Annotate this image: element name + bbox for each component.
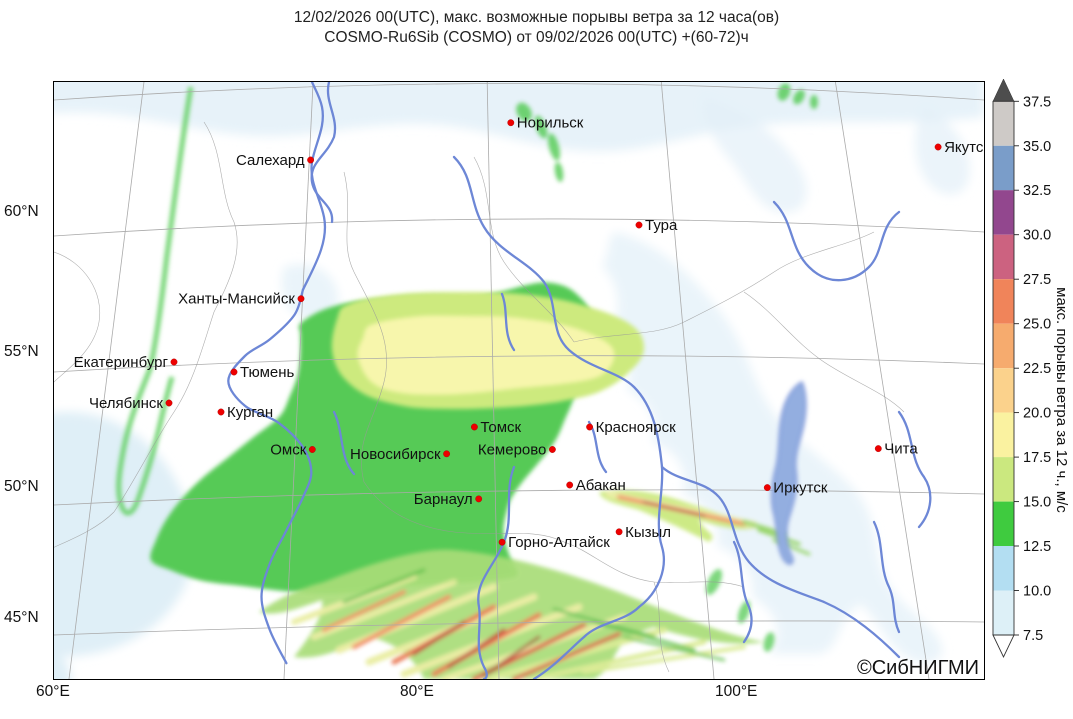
- svg-text:Новосибирск: Новосибирск: [350, 446, 441, 463]
- svg-text:Горно-Алтайск: Горно-Алтайск: [508, 534, 610, 551]
- svg-text:Ханты-Мансийск: Ханты-Мансийск: [178, 291, 295, 308]
- svg-text:Кемерово: Кемерово: [478, 442, 547, 459]
- svg-text:10.0: 10.0: [1023, 584, 1051, 600]
- svg-text:20.0: 20.0: [1023, 406, 1051, 422]
- svg-text:Томск: Томск: [480, 419, 521, 436]
- svg-text:Салехард: Салехард: [236, 152, 305, 169]
- svg-text:17.5: 17.5: [1023, 450, 1051, 466]
- svg-text:22.5: 22.5: [1023, 361, 1051, 377]
- svg-text:27.5: 27.5: [1023, 272, 1051, 288]
- svg-text:Кызыл: Кызыл: [625, 524, 671, 541]
- svg-text:Якутск: Якутск: [944, 139, 984, 156]
- svg-text:35.0: 35.0: [1023, 139, 1051, 155]
- svg-text:Омск: Омск: [270, 442, 306, 459]
- svg-text:макс. порывы ветра за 12 ч., м: макс. порывы ветра за 12 ч., м/с: [1053, 287, 1070, 513]
- svg-text:Норильск: Норильск: [517, 115, 584, 132]
- svg-text:15.0: 15.0: [1023, 495, 1051, 511]
- svg-text:Курган: Курган: [227, 404, 273, 421]
- svg-text:25.0: 25.0: [1023, 317, 1051, 333]
- svg-text:Тура: Тура: [645, 217, 678, 234]
- svg-text:©СибНИГМИ: ©СибНИГМИ: [857, 657, 979, 679]
- svg-text:Барнаул: Барнаул: [414, 491, 473, 508]
- svg-text:30.0: 30.0: [1023, 228, 1051, 244]
- svg-text:Красноярск: Красноярск: [596, 419, 677, 436]
- svg-text:32.5: 32.5: [1023, 183, 1051, 199]
- svg-text:Челябинск: Челябинск: [89, 395, 163, 412]
- svg-text:Абакан: Абакан: [576, 477, 626, 494]
- svg-text:Тюмень: Тюмень: [240, 364, 295, 381]
- svg-text:Чита: Чита: [884, 441, 918, 458]
- svg-text:37.5: 37.5: [1023, 94, 1051, 110]
- svg-text:Екатеринбург: Екатеринбург: [74, 354, 169, 371]
- svg-text:7.5: 7.5: [1023, 628, 1043, 644]
- svg-text:12.5: 12.5: [1023, 539, 1051, 555]
- svg-text:Иркутск: Иркутск: [773, 480, 828, 497]
